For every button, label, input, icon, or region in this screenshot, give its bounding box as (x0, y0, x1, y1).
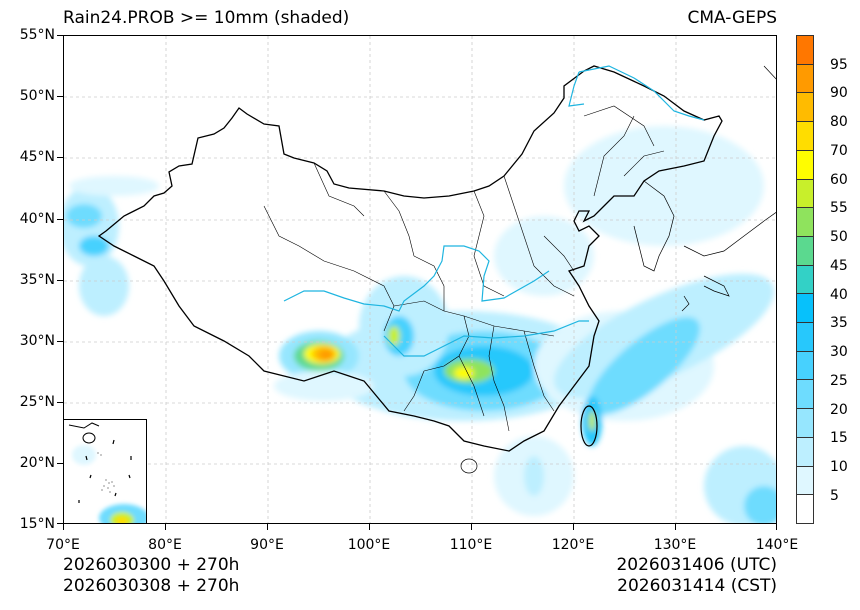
colorbar-swatch (797, 264, 813, 294)
south-china-sea-inset (63, 419, 147, 524)
colorbar-swatch (797, 436, 813, 466)
colorbar-label: 40 (830, 287, 848, 303)
y-tick-label: 50°N (19, 88, 55, 104)
y-tick-mark (57, 280, 63, 282)
y-tick-label: 40°N (19, 211, 55, 227)
colorbar-label: 25 (830, 373, 848, 389)
init-time-block: 2026030300 + 270h 2026030308 + 270h (63, 555, 239, 597)
colorbar-swatch (797, 36, 813, 64)
model-label: CMA-GEPS (687, 8, 777, 28)
x-tick-mark (267, 524, 269, 530)
x-tick-label: 110°E (449, 537, 493, 553)
y-tick-label: 45°N (19, 149, 55, 165)
colorbar-swatch (797, 465, 813, 495)
colorbar-label: 80 (830, 114, 848, 130)
colorbar-swatch (797, 92, 813, 122)
precip-shading (64, 126, 776, 523)
colorbar-swatch (797, 235, 813, 265)
y-tick-label: 20°N (19, 455, 55, 471)
colorbar-swatch (797, 63, 813, 93)
colorbar (796, 35, 814, 524)
map-canvas (64, 36, 776, 523)
x-tick-label: 140°E (755, 537, 799, 553)
colorbar-label: 35 (830, 315, 848, 331)
y-tick-mark (57, 219, 63, 221)
x-tick-mark (776, 524, 778, 530)
x-tick-mark (165, 524, 167, 530)
x-tick-mark (573, 524, 575, 530)
y-tick-mark (57, 157, 63, 159)
map-plot-area (63, 35, 777, 524)
valid-time-utc: 2026031406 (UTC) (616, 555, 777, 575)
y-tick-mark (57, 402, 63, 404)
valid-time-cst: 2026031414 (CST) (617, 576, 777, 596)
x-tick-label: 90°E (250, 537, 284, 553)
colorbar-label: 15 (830, 430, 848, 446)
chart-title: Rain24.PROB >= 10mm (shaded) (63, 8, 350, 28)
colorbar-swatch (797, 293, 813, 323)
colorbar-label: 90 (830, 85, 848, 101)
y-tick-label: 35°N (19, 272, 55, 288)
colorbar-swatch (797, 408, 813, 437)
colorbar-swatch (797, 149, 813, 179)
colorbar-label: 50 (830, 229, 848, 245)
colorbar-label: 95 (830, 57, 848, 73)
x-tick-label: 120°E (551, 537, 595, 553)
y-tick-mark (57, 463, 63, 465)
x-tick-label: 100°E (347, 537, 391, 553)
colorbar-swatch (797, 178, 813, 208)
colorbar-swatch (797, 379, 813, 409)
colorbar-label: 30 (830, 344, 848, 360)
national-border (97, 65, 723, 452)
y-tick-label: 55°N (19, 27, 55, 43)
y-tick-label: 25°N (19, 394, 55, 410)
colorbar-swatch (797, 207, 813, 236)
x-tick-label: 80°E (148, 537, 182, 553)
province-borders (263, 105, 665, 432)
colorbar-swatch (797, 350, 813, 380)
x-tick-mark (471, 524, 473, 530)
x-tick-label: 130°E (653, 537, 697, 553)
init-time-utc: 2026030300 + 270h (63, 555, 240, 575)
colorbar-label: 20 (830, 402, 848, 418)
colorbar-swatch (797, 322, 813, 351)
colorbar-label: 55 (830, 200, 848, 216)
rivers (283, 65, 705, 357)
coastlines (460, 65, 776, 474)
colorbar-label: 5 (830, 488, 839, 504)
y-tick-label: 15°N (19, 516, 55, 532)
init-time-cst: 2026030308 + 270h (63, 576, 240, 596)
y-tick-mark (57, 341, 63, 343)
valid-time-block: 2026031406 (UTC) 2026031414 (CST) (616, 555, 777, 597)
x-tick-mark (63, 524, 65, 530)
colorbar-swatch (797, 494, 813, 523)
y-tick-mark (57, 35, 63, 37)
colorbar-swatch (797, 121, 813, 150)
x-tick-label: 70°E (46, 537, 80, 553)
y-tick-label: 30°N (19, 333, 55, 349)
colorbar-label: 45 (830, 258, 848, 274)
x-tick-mark (369, 524, 371, 530)
colorbar-label: 70 (830, 143, 848, 159)
y-tick-mark (57, 523, 63, 525)
graticule (64, 36, 776, 523)
colorbar-label: 10 (830, 459, 848, 475)
x-tick-mark (675, 524, 677, 530)
y-tick-mark (57, 96, 63, 98)
colorbar-label: 60 (830, 172, 848, 188)
